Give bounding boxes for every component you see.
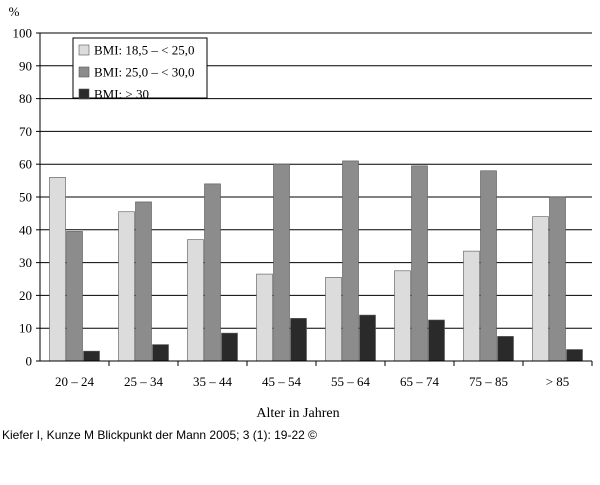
bar	[135, 201, 152, 362]
x-tick-label: 25 – 34	[124, 374, 164, 389]
bar	[152, 344, 169, 362]
bar	[497, 336, 514, 362]
y-tick-label: 30	[19, 255, 32, 270]
y-tick-labels: 0 10 20 30 40 50 60 70 80 90 100	[13, 26, 33, 369]
bar	[342, 160, 359, 362]
bar	[204, 183, 221, 362]
bar	[118, 211, 135, 362]
bar	[221, 332, 238, 362]
y-tick-label: 100	[13, 26, 33, 41]
bar	[480, 170, 497, 362]
bar-chart: 0 10 20 30 40 50 60 70 80 90 100 20 – 24 25 – 34 35 …	[9, 4, 593, 421]
x-tick-label: 65 – 74	[400, 374, 440, 389]
legend-box	[72, 37, 208, 99]
y-axis-label: %	[9, 4, 20, 19]
bar	[411, 165, 428, 362]
bar	[290, 318, 307, 362]
bar	[532, 216, 549, 362]
x-tick-label: 75 – 85	[469, 374, 508, 389]
x-tick-label: 45 – 54	[262, 374, 302, 389]
bar	[428, 319, 445, 362]
legend-label: BMI: 18,5 – < 25,0	[94, 43, 195, 58]
bar	[394, 270, 411, 362]
y-tick-label: 70	[19, 124, 32, 139]
legend-label: BMI: > 30	[94, 87, 149, 102]
bar	[566, 349, 583, 362]
bar	[273, 163, 290, 362]
y-tick-label: 90	[19, 58, 32, 73]
y-tick-label: 10	[19, 321, 32, 336]
bar	[49, 177, 66, 362]
axes	[36, 32, 593, 366]
legend-label: BMI: 25,0 – < 30,0	[94, 65, 195, 80]
legend-swatch	[78, 44, 90, 56]
x-tick-label: 55 – 64	[331, 374, 371, 389]
bar	[66, 231, 83, 362]
legend-swatch	[78, 66, 90, 78]
bar	[325, 277, 342, 362]
y-tick-label: 80	[19, 91, 32, 106]
bar	[359, 314, 376, 362]
source-caption: Kiefer I, Kunze M Blickpunkt der Mann 20…	[2, 428, 317, 442]
bar	[549, 196, 566, 362]
bar	[463, 250, 480, 362]
y-tick-label: 0	[26, 354, 33, 369]
y-tick-label: 20	[19, 288, 32, 303]
bar	[256, 273, 273, 362]
y-tick-label: 60	[19, 157, 32, 172]
legend: BMI: 18,5 – < 25,0 BMI: 25,0 – < 30,0 BMI:…	[72, 37, 208, 102]
bar	[187, 239, 204, 362]
bars	[49, 160, 583, 362]
y-tick-label: 40	[19, 222, 32, 237]
x-tick-label: > 85	[546, 374, 570, 389]
bar	[83, 350, 100, 362]
legend-swatch	[78, 88, 90, 100]
x-tick-labels: 20 – 24 25 – 34 35 – 44 45 – 54 55 – 64 65 – …	[55, 374, 569, 389]
x-tick-label: 35 – 44	[193, 374, 233, 389]
x-axis-label: Alter in Jahren	[256, 406, 339, 421]
y-tick-label: 50	[19, 190, 32, 205]
x-tick-label: 20 – 24	[55, 374, 95, 389]
